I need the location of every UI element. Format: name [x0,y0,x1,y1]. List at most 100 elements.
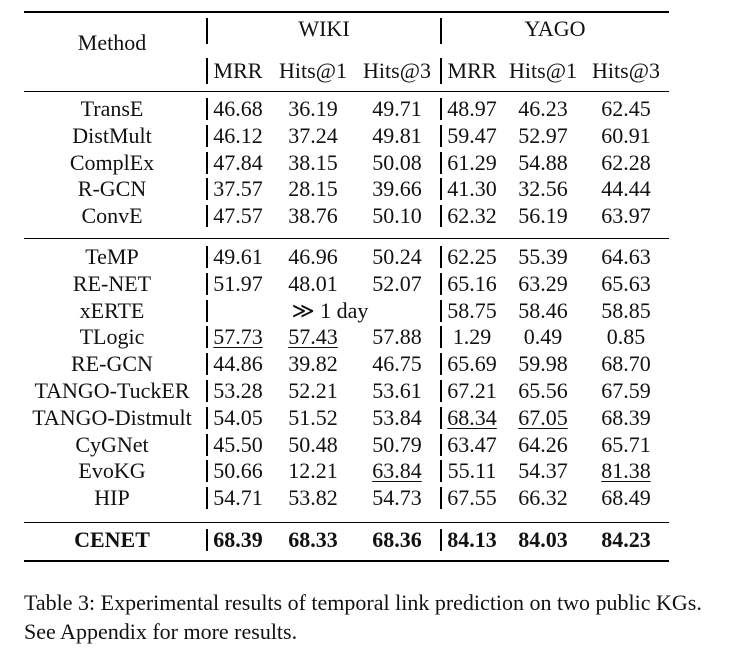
yago-group-header: YAGO [524,16,586,41]
method-name: HIP [94,485,130,511]
row-vline-left [206,246,208,268]
metric-value: 68.34 [447,404,497,430]
cenet-separator-rule [24,522,669,523]
metric-value: 63.29 [518,270,568,296]
metric-value: 39.82 [288,351,338,377]
metric-value: 51.97 [213,270,263,296]
metric-header: Hits@1 [509,58,577,83]
metric-header: MRR [447,58,497,83]
row-vline-mid [440,353,442,376]
row-vline-mid [440,433,442,456]
header-rule [24,91,669,92]
metric-value: 64.26 [518,431,568,457]
metric-value: 38.15 [288,149,338,175]
row-vline-left [206,178,208,201]
method-header: Method [77,30,147,55]
metric-value: 81.38 [601,458,651,484]
metric-value: 56.19 [518,203,568,229]
metric-value: 68.33 [288,527,338,552]
row-vline-left [206,151,208,174]
metric-value: 55.11 [447,458,497,484]
method-name: TransE [80,96,144,121]
row-vline-mid [440,299,442,322]
method-name: CyGNet [75,431,149,457]
metric-value: 0.85 [606,324,646,350]
metric-value: 68.49 [601,485,651,511]
row-vline-left [206,529,208,551]
method-name: TANGO-Distmult [32,404,192,430]
metric-value: 59.98 [518,351,568,377]
metric-value: 47.84 [213,149,263,175]
bottom-rule [24,560,669,562]
metric-value: 64.63 [601,244,651,269]
metric-value: 39.66 [372,176,422,202]
metric-value: 66.32 [518,485,568,511]
metric-value: 67.59 [601,378,651,403]
metric-value: 67.05 [518,404,568,430]
row-vline-left [206,380,208,402]
metric-value: 48.01 [288,270,338,296]
row-vline-mid [440,246,442,268]
metric-value: 84.23 [601,527,651,552]
metric-value: 61.29 [447,149,497,175]
metric-value: 52.07 [372,270,422,296]
wiki-group-header: WIKI [298,16,350,41]
row-vline-left [206,487,208,510]
row-vline-mid [440,460,442,483]
metric-value: 49.71 [372,96,422,121]
method-name: xERTE [79,297,145,323]
metric-value: 63.84 [372,458,422,484]
metric-value: 68.39 [213,527,263,552]
metric-value: 47.57 [213,203,263,229]
row-vline-left [206,299,208,322]
method-name: TLogic [79,324,145,350]
metric-header: Hits@3 [592,58,660,83]
metric-value: 63.47 [447,431,497,457]
metric-value: 12.21 [288,458,338,484]
metric-value: 46.68 [213,96,263,121]
metric-value: 62.28 [601,149,651,175]
metric-value: 49.81 [372,122,422,148]
row-vline-mid [440,529,442,551]
metric-value: 63.97 [601,203,651,229]
metric-value: 45.50 [213,431,263,457]
metric-value: 54.05 [213,404,263,430]
metric-value: 53.84 [372,404,422,430]
metric-value: 53.28 [213,378,263,403]
results-table: Method WIKI YAGO MRR Hits@1 Hits@3 MRR Hits@1 Hi… [24,11,669,562]
table-caption: Table 3: Experimental results of tempora… [24,590,702,644]
metric-value: 68.36 [372,527,422,552]
metric-value: 67.55 [447,485,497,511]
metric-value: 44.44 [601,176,651,202]
metric-value: 50.79 [372,431,422,457]
metric-value: 58.75 [447,297,497,323]
metric-value: 84.03 [518,527,568,552]
row-vline-mid [440,205,442,228]
row-vline-mid [440,380,442,402]
metric-value: 44.86 [213,351,263,377]
metric-value: 68.70 [601,351,651,377]
metric-value: 53.61 [372,378,422,403]
row-vline-mid [440,178,442,201]
row-vline-mid [440,124,442,147]
top-rule [24,11,669,13]
metric-value: 0.49 [523,324,563,350]
method-name: CENET [74,527,150,552]
metric-value: 50.10 [372,203,422,229]
metric-value: 58.85 [601,297,651,323]
method-name: ComplEx [69,149,155,175]
metric-value: 46.23 [518,96,568,121]
metric-value: 57.43 [288,324,338,350]
metric-value: 84.13 [447,527,497,552]
method-name: TeMP [85,244,139,269]
metric-value: 37.57 [213,176,263,202]
metric-value: 50.08 [372,149,422,175]
metric-value: 54.71 [213,485,263,511]
row-vline-left [206,460,208,483]
row-vline-left [206,272,208,295]
row-vline-mid [440,98,442,120]
metric-value: 51.52 [288,404,338,430]
metric-header: Hits@3 [363,58,431,83]
metric-value: 1.29 [452,324,492,350]
metric-value: 41.30 [447,176,497,202]
